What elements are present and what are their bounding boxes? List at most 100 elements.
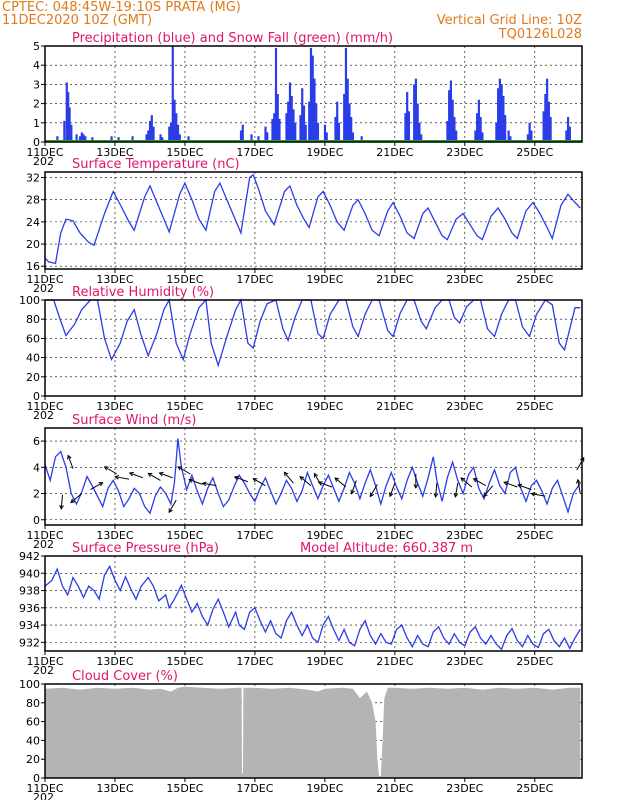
- wind-arrow-head: [299, 476, 305, 481]
- precip-bar: [418, 122, 421, 142]
- wind-y-tick-label: 2: [33, 488, 40, 501]
- precip-bar: [343, 94, 346, 142]
- precip-bar: [67, 92, 70, 142]
- wind-arrow: [517, 484, 532, 491]
- cloud-cover-x-tick-label: 23DEC: [446, 782, 483, 795]
- precipitation-y-tick-label: 4: [33, 59, 40, 72]
- wind-arrow-head: [530, 491, 536, 497]
- precip-bar: [239, 130, 243, 142]
- precip-bar: [187, 136, 190, 142]
- temperature-x-tick-label: 19DEC: [306, 273, 343, 286]
- precip-bar: [82, 134, 85, 142]
- humidity-y-tick-label: 80: [26, 313, 40, 326]
- wind-arrow-head: [188, 478, 194, 483]
- precip-bar: [500, 84, 503, 142]
- pressure-year-label: 202: [33, 664, 54, 677]
- humidity-y-tick-label: 100: [19, 294, 40, 307]
- cloud-cover-x-tick-label: 19DEC: [306, 782, 343, 795]
- precip-bar: [406, 92, 409, 142]
- precip-bar: [336, 101, 339, 142]
- precip-bar: [404, 113, 407, 142]
- precip-bar: [285, 113, 288, 142]
- precip-bar: [311, 55, 314, 142]
- precip-bar: [477, 99, 480, 142]
- precip-bar: [171, 46, 174, 142]
- precip-bar: [346, 78, 349, 142]
- wind-arrow-head: [317, 481, 323, 486]
- wind-arrow: [299, 476, 312, 487]
- precip-bar: [507, 130, 510, 142]
- precip-bar: [159, 134, 162, 142]
- precip-bar: [56, 136, 59, 142]
- temperature-x-tick-label: 13DEC: [96, 273, 133, 286]
- wind-x-tick-label: 23DEC: [446, 529, 483, 542]
- temperature-x-tick-label: 23DEC: [446, 273, 483, 286]
- wind-arrow-head: [168, 508, 173, 514]
- temperature-x-tick-label: 17DEC: [236, 273, 273, 286]
- precip-bar: [497, 88, 500, 142]
- precip-bar: [344, 47, 348, 142]
- precip-bar: [337, 122, 341, 142]
- precip-bar: [290, 95, 293, 142]
- precip-bar: [448, 90, 451, 142]
- wind-arrow: [189, 479, 203, 485]
- precip-bar: [455, 130, 458, 142]
- wind-arrow: [577, 479, 581, 494]
- wind-arrow: [435, 483, 438, 498]
- precipitation-x-tick-label: 15DEC: [166, 146, 203, 159]
- precip-bar: [274, 47, 278, 142]
- humidity-title: Relative Humidity (%): [72, 285, 214, 300]
- wind-series-line: [44, 438, 581, 515]
- wind-arrow-head: [350, 489, 355, 495]
- precip-bar: [299, 115, 302, 142]
- wind-x-tick-label: 21DEC: [376, 529, 413, 542]
- precip-bar: [567, 117, 570, 142]
- humidity-y-tick-label: 60: [26, 332, 40, 345]
- pressure-y-tick-label: 936: [19, 602, 40, 615]
- precip-bar: [75, 134, 78, 142]
- pressure-y-tick-label: 940: [19, 567, 40, 580]
- temperature-x-tick-label: 15DEC: [166, 273, 203, 286]
- wind-arrow: [351, 480, 357, 494]
- precip-bar: [147, 130, 150, 142]
- header-location: CPTEC: 048:45W-19:10S PRATA (MG): [2, 0, 241, 15]
- precip-bar: [413, 84, 416, 142]
- precip-bar: [476, 113, 479, 142]
- pressure-frame: [44, 555, 583, 652]
- temperature-frame: [44, 171, 583, 270]
- precip-bar: [65, 82, 68, 142]
- temperature-y-tick-label: 20: [26, 238, 40, 251]
- precip-bar: [502, 95, 505, 142]
- pressure-series-line: [44, 564, 581, 651]
- wind-arrow: [531, 493, 546, 497]
- wind-arrow-head: [369, 492, 375, 498]
- precip-bar: [474, 130, 477, 142]
- precip-bar: [175, 113, 178, 142]
- precip-bar: [334, 117, 337, 142]
- cloud-cover-year-label: 202: [33, 791, 54, 800]
- humidity-x-tick-label: 23DEC: [446, 400, 483, 413]
- wind-arrow: [234, 476, 249, 483]
- pressure-x-tick-label: 25DEC: [516, 655, 553, 668]
- wind-x-tick-label: 17DEC: [236, 529, 273, 542]
- precip-bar: [176, 124, 180, 142]
- precip-bar: [117, 137, 120, 142]
- cloud-cover-y-tick-label: 0: [33, 772, 40, 785]
- wind-arrow-head: [98, 482, 104, 487]
- temperature-y-tick-label: 28: [26, 194, 40, 207]
- precipitation-x-tick-label: 11DEC: [26, 146, 63, 159]
- precip-bar: [78, 136, 82, 142]
- pressure-x-tick-label: 23DEC: [446, 655, 483, 668]
- precip-bar: [542, 111, 545, 142]
- cloud-cover-x-tick-label: 15DEC: [166, 782, 203, 795]
- precip-bar: [178, 134, 181, 142]
- wind-arrow: [318, 481, 333, 488]
- wind-arrow-head: [283, 471, 289, 477]
- precip-bar: [315, 103, 318, 142]
- wind-arrow: [129, 472, 144, 479]
- pressure-y-tick-label: 938: [19, 585, 40, 598]
- precip-bar: [273, 113, 276, 142]
- wind-arrow: [60, 494, 63, 509]
- cloud-cover-y-tick-label: 100: [19, 678, 40, 691]
- wind-arrow-head: [503, 481, 509, 486]
